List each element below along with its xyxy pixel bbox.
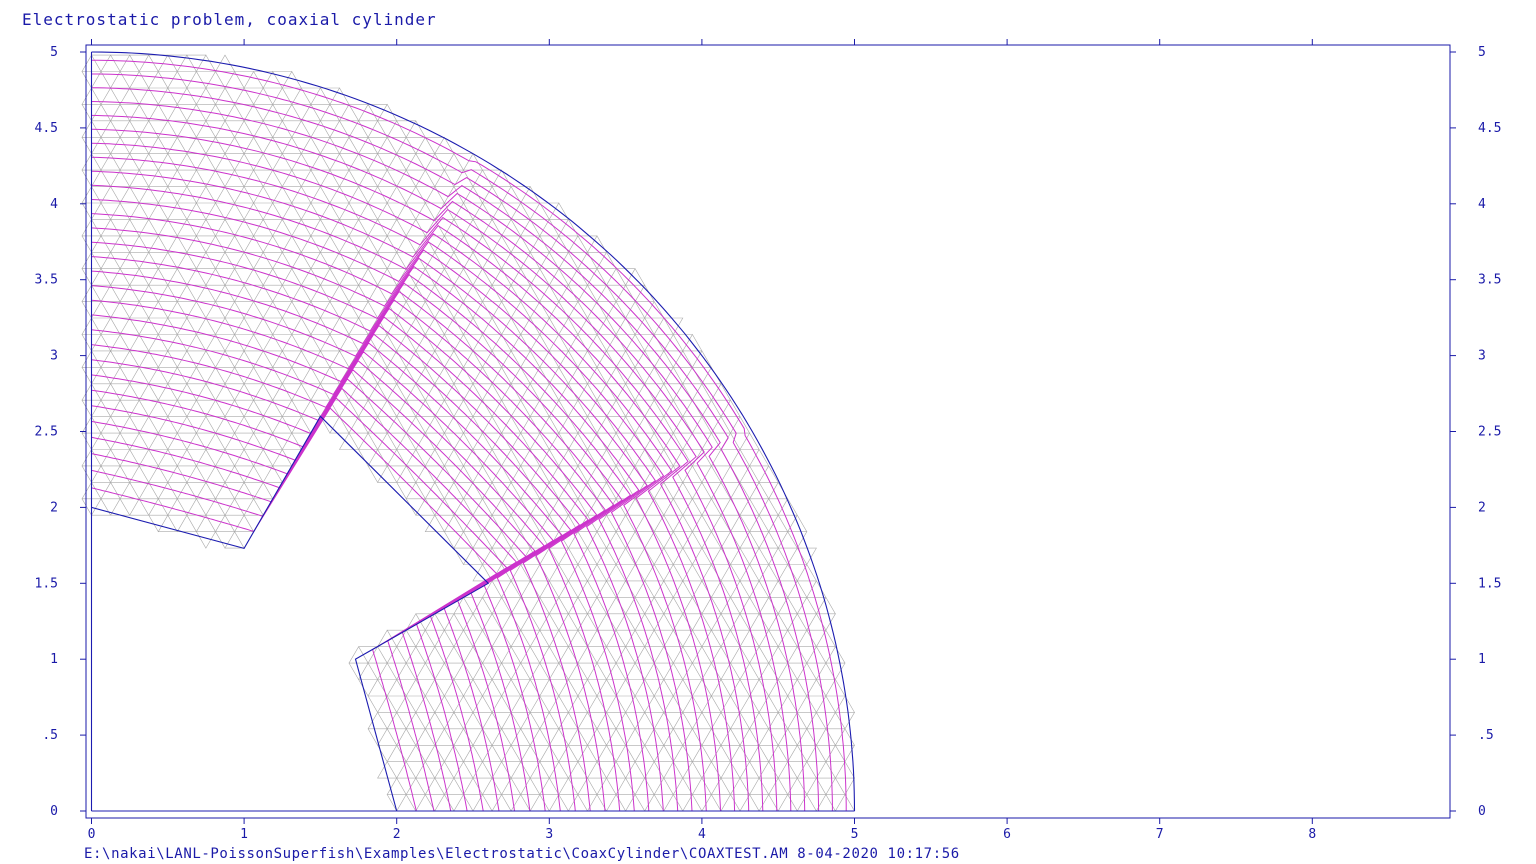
plot-title: Electrostatic problem, coaxial cylinder: [22, 10, 437, 29]
field-line: [91, 128, 778, 812]
field-line: [91, 199, 707, 812]
x-tick-label: 5: [851, 827, 859, 842]
y-tick-label-right: 1: [1478, 652, 1486, 667]
y-tick-label-right: 3.5: [1478, 273, 1501, 288]
y-tick-label-right: 2.5: [1478, 425, 1501, 440]
field-line: [91, 156, 750, 812]
field-line: [91, 170, 736, 812]
field-line: [91, 59, 847, 811]
outer-boundary: [91, 51, 856, 812]
y-tick-label-right: 2: [1478, 500, 1486, 515]
field-line: [91, 407, 498, 812]
field-line: [91, 351, 554, 812]
field-line: [91, 241, 664, 812]
tick-layer: 0 1 2 3 4 5 6 7 8 0 0 .5 .5 1 1 1.5 1.5 2 2 2.5 2.5 3 3 3.5 3.5 4…: [35, 39, 1501, 842]
y-tick-label-left: 4: [50, 197, 58, 212]
file-path-footer: E:\nakai\LANL-PoissonSuperfish\Examples\…: [84, 846, 960, 862]
field-line: [91, 270, 635, 812]
y-tick-label-left: 1: [50, 652, 58, 667]
field-line: [91, 324, 581, 812]
y-tick-label-left: 4.5: [35, 121, 58, 136]
x-tick-label: 1: [240, 827, 248, 842]
field-line: [91, 285, 621, 812]
y-tick-label-left: 0: [50, 804, 58, 819]
field-line: [91, 101, 806, 812]
inner-boundary: [91, 415, 490, 812]
y-tick-label-left: 2.5: [35, 425, 58, 440]
field-line: [91, 184, 721, 812]
y-tick-label-left: 3: [50, 349, 58, 364]
y-tick-label-right: 3: [1478, 349, 1486, 364]
y-tick-label-right: 0: [1478, 804, 1486, 819]
field-line: [91, 342, 563, 812]
field-line: [91, 397, 508, 812]
field-line: [91, 299, 606, 812]
field-line: [91, 213, 693, 812]
field-line: [91, 114, 792, 812]
x-tick-label: 3: [545, 827, 553, 842]
mesh-triangles: [81, 54, 856, 812]
field-lines-layer: [91, 59, 847, 812]
y-tick-label-left: 1.5: [35, 576, 58, 591]
field-line: [91, 87, 820, 812]
field-line: [91, 387, 518, 812]
field-line: [91, 369, 536, 812]
x-tick-label: 2: [393, 827, 401, 842]
y-tick-label-left: 2: [50, 500, 58, 515]
mesh-layer: [81, 54, 856, 812]
boundary-layer: [90, 51, 856, 812]
field-line: [91, 227, 679, 812]
field-line: [91, 307, 598, 812]
x-tick-label: 7: [1156, 827, 1164, 842]
field-line: [91, 333, 572, 812]
x-tick-label: 0: [88, 827, 96, 842]
field-line: [91, 142, 764, 812]
field-line: [91, 316, 589, 812]
x-tick-label: 6: [1003, 827, 1011, 842]
field-line: [91, 378, 527, 812]
y-tick-label-right: 4.5: [1478, 121, 1501, 136]
x-tick-label: 8: [1308, 827, 1316, 842]
y-tick-label-right: 5: [1478, 45, 1486, 60]
y-tick-label-left: .5: [42, 728, 58, 743]
y-tick-label-right: 1.5: [1478, 576, 1501, 591]
field-line: [91, 256, 650, 812]
field-line: [91, 359, 545, 812]
y-tick-label-left: 3.5: [35, 273, 58, 288]
y-tick-label-right: 4: [1478, 197, 1486, 212]
x-tick-label: 4: [698, 827, 706, 842]
field-line: [91, 73, 833, 811]
y-tick-label-right: .5: [1478, 728, 1494, 743]
y-tick-label-left: 5: [50, 45, 58, 60]
